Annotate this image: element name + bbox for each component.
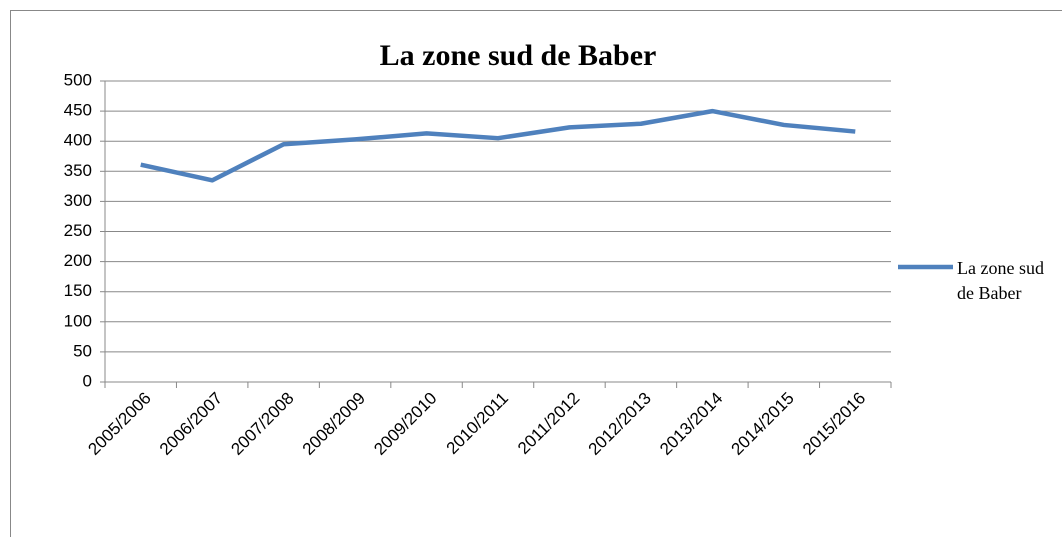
x-tick-label: 2014/2015 [728,389,798,459]
x-tick-label: 2011/2012 [514,389,583,458]
y-tick-label: 50 [73,341,92,360]
x-tick-label: 2008/2009 [299,389,369,459]
y-tick-label: 200 [64,251,92,270]
x-tick-label: 2015/2016 [799,389,869,459]
y-tick-label: 100 [64,311,92,330]
x-tick-label: 2009/2010 [370,389,440,459]
y-tick-label: 250 [64,221,92,240]
x-tick-label: 2007/2008 [227,389,297,459]
line-series [140,108,856,183]
y-tick-label: 450 [64,101,92,120]
y-tick-label: 500 [64,70,92,89]
chart-title: La zone sud de Baber [380,39,657,72]
y-tick-label: 150 [64,281,92,300]
x-tick-label: 2010/2011 [443,389,512,458]
x-tick-label: 2006/2007 [156,389,226,459]
y-tick-label: 300 [64,191,92,210]
x-tick-label: 2012/2013 [585,389,655,459]
x-tick-label: 2005/2006 [84,389,154,459]
y-tick-label: 350 [64,161,92,180]
legend-label: La zone sud de Baber [957,258,1044,303]
chart-frame [10,10,1062,537]
y-tick-label: 400 [64,131,92,150]
y-tick-label: 0 [83,371,92,390]
x-tick-label: 2013/2014 [656,389,726,459]
